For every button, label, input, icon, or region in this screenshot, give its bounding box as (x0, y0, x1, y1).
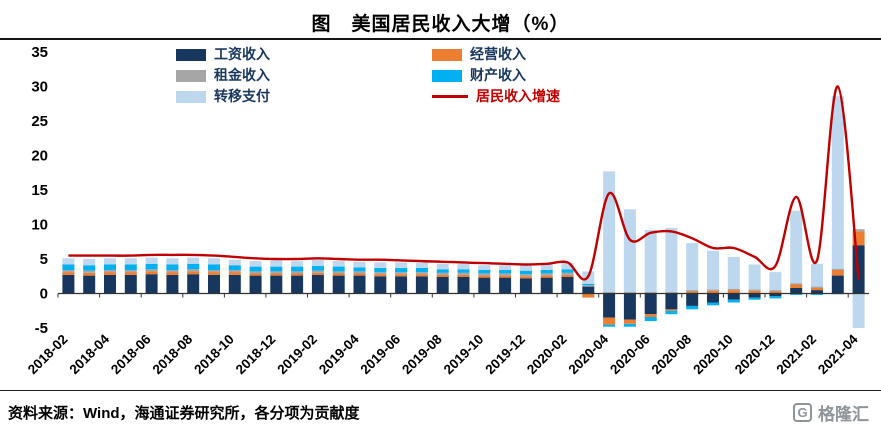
chart-title: 图 美国居民收入大增（%） (311, 14, 570, 35)
svg-text:2020-04: 2020-04 (566, 331, 612, 377)
footer-divider (0, 390, 881, 391)
legend-item-wage: 工资收入 (176, 44, 432, 65)
svg-text:2020-08: 2020-08 (649, 331, 695, 377)
legend-label: 经营收入 (470, 46, 526, 62)
legend-label: 租金收入 (214, 67, 270, 83)
svg-text:2019-12: 2019-12 (482, 332, 528, 378)
svg-text:2019-04: 2019-04 (316, 331, 362, 377)
svg-text:25: 25 (31, 113, 48, 130)
svg-text:2018-10: 2018-10 (191, 332, 237, 378)
svg-text:2018-06: 2018-06 (108, 331, 154, 377)
svg-text:2018-04: 2018-04 (66, 331, 112, 377)
legend-item-rent: 租金收入 (176, 65, 432, 86)
svg-text:2018-08: 2018-08 (150, 331, 196, 377)
wage-swatch-icon (176, 48, 206, 61)
x-axis-labels: 2018-022018-042018-062018-082018-102018-… (25, 331, 861, 377)
svg-text:2021-04: 2021-04 (815, 331, 861, 377)
source-text: 资料来源：Wind，海通证券研究所，各分项为贡献度 (8, 405, 360, 422)
svg-text:0: 0 (40, 286, 48, 303)
title-divider (0, 38, 881, 40)
legend-item-property: 财产收入 (432, 65, 688, 86)
bars-layer (62, 96, 865, 328)
svg-text:2020-02: 2020-02 (524, 332, 570, 378)
income-chart-svg: 35302520151050-52018-022018-042018-06201… (25, 44, 869, 377)
legend-label: 居民收入增速 (476, 88, 560, 104)
svg-text:5: 5 (40, 251, 48, 268)
svg-text:2020-10: 2020-10 (690, 332, 736, 378)
x-axis (57, 292, 869, 298)
growth-line (68, 85, 860, 281)
svg-text:2019-08: 2019-08 (399, 331, 445, 377)
svg-text:2019-06: 2019-06 (358, 331, 404, 377)
svg-text:10: 10 (31, 217, 48, 234)
chart-legend: 工资收入 租金收入 转移支付 经营收入 财产收入 居民收入增速 (176, 44, 688, 107)
property-swatch-icon (432, 69, 462, 82)
svg-text:2019-10: 2019-10 (441, 332, 487, 378)
growth-line-swatch-icon (432, 95, 468, 98)
svg-text:2021-02: 2021-02 (773, 332, 819, 378)
legend-label: 转移支付 (214, 88, 270, 104)
chart-area: 35 30 25 20 15 10 5 0 -5 2018-02 2018-04 2018-06 201… (0, 40, 881, 390)
legend-item-business: 经营收入 (432, 44, 688, 65)
svg-text:30: 30 (31, 79, 48, 96)
transfer-swatch-icon (176, 90, 206, 103)
svg-text:20: 20 (31, 148, 48, 165)
legend-label: 财产收入 (470, 67, 526, 83)
rent-swatch-icon (176, 69, 206, 82)
svg-text:2020-06: 2020-06 (607, 331, 653, 377)
footer: 资料来源：Wind，海通证券研究所，各分项为贡献度 G 格隆汇 (0, 391, 881, 425)
svg-text:2018-12: 2018-12 (233, 332, 279, 378)
legend-item-transfer: 转移支付 (176, 86, 432, 107)
svg-text:-5: -5 (35, 320, 48, 337)
svg-text:35: 35 (31, 44, 48, 61)
business-swatch-icon (432, 48, 462, 61)
legend-label: 工资收入 (214, 46, 270, 62)
gelonghui-logo-text: 格隆汇 (818, 405, 869, 424)
svg-text:2020-12: 2020-12 (732, 332, 778, 378)
y-axis-labels: 35 30 25 20 15 10 5 0 -5 (31, 44, 48, 337)
gelonghui-logo-icon: G (793, 403, 812, 422)
svg-text:15: 15 (31, 182, 48, 199)
gelonghui-logo: G 格隆汇 (793, 400, 869, 425)
legend-item-growth-line: 居民收入增速 (432, 86, 688, 107)
svg-text:2018-02: 2018-02 (25, 332, 71, 378)
svg-text:2019-02: 2019-02 (274, 332, 320, 378)
